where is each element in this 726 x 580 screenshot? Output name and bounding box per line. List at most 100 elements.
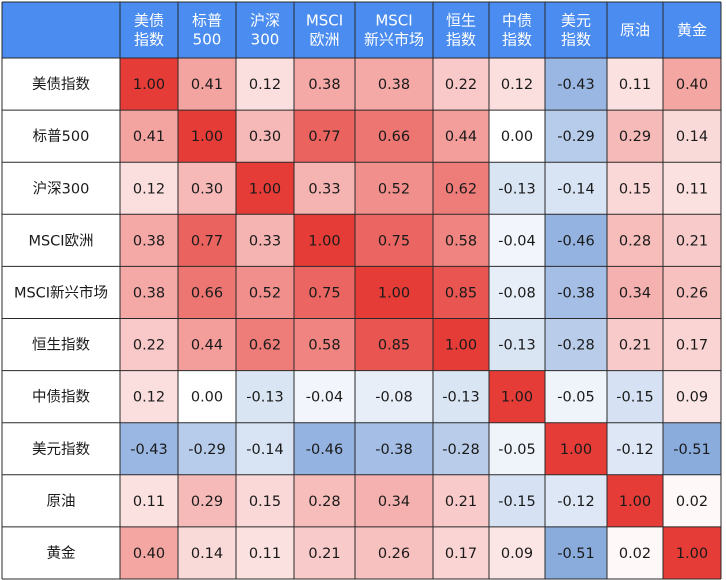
row-header-label: 中债指数 <box>32 389 90 406</box>
cell-value-label: 1.00 <box>619 494 651 510</box>
cell-value-label: 0.75 <box>378 233 410 249</box>
heatmap-cell <box>663 58 721 111</box>
cell-value-label: 0.34 <box>619 285 651 301</box>
heatmap-cell <box>355 266 433 319</box>
heatmap-cell <box>607 214 663 267</box>
cell-value-label: -0.13 <box>498 181 536 197</box>
cell-value-label: 0.02 <box>619 546 651 562</box>
heatmap-cell <box>355 110 433 163</box>
heatmap-cell <box>433 266 489 319</box>
cell-value-label: 0.52 <box>249 285 281 301</box>
column-header-label: 原油 <box>620 21 650 39</box>
cell-value-label: 0.52 <box>378 181 410 197</box>
cell-value-label: -0.12 <box>557 494 595 510</box>
heatmap-cell <box>433 110 489 163</box>
cell-value-label: 0.22 <box>133 338 165 354</box>
heatmap-cell <box>663 474 721 527</box>
row-header-bg <box>2 214 120 267</box>
heatmap-cell <box>489 370 545 423</box>
cell-value-label: -0.15 <box>616 390 654 406</box>
column-header-line: 黄金 <box>677 21 707 39</box>
heatmap-cell <box>236 110 294 163</box>
cell-value-label: 0.09 <box>676 390 708 406</box>
heatmap-cell <box>433 162 489 215</box>
column-header-line: 500 <box>193 31 222 49</box>
heatmap-cell <box>663 110 721 163</box>
cell-value-label: -0.08 <box>375 390 413 406</box>
heatmap-cell <box>120 58 178 111</box>
column-header-bg <box>178 2 236 58</box>
column-header-label: MSCI 新兴市场 <box>364 12 424 49</box>
cell-value-label: 0.41 <box>133 129 165 145</box>
column-header-line: 指数 <box>446 31 476 49</box>
column-header-label: 美元指数 <box>561 12 591 49</box>
heatmap-cell <box>355 526 433 579</box>
heatmap-cell <box>236 214 294 267</box>
column-header-line: 中债 <box>502 12 532 30</box>
row-header-bg <box>2 162 120 215</box>
heatmap-cell <box>489 58 545 111</box>
cell-value-label: -0.14 <box>557 181 595 197</box>
heatmap-cell <box>236 474 294 527</box>
heatmap-cell <box>545 266 607 319</box>
heatmap-cell <box>355 422 433 475</box>
heatmap-cell <box>294 214 355 267</box>
heatmap-cell <box>236 266 294 319</box>
cell-value-label: 0.28 <box>308 494 340 510</box>
heatmap-cell <box>489 110 545 163</box>
heatmap-cell <box>355 474 433 527</box>
cell-value-label: 0.66 <box>378 129 410 145</box>
cell-value-label: 0.34 <box>378 494 410 510</box>
cell-value-label: 0.17 <box>676 338 708 354</box>
column-header-line: 恒生 <box>446 12 476 30</box>
heatmap-cell <box>489 474 545 527</box>
heatmap-cell <box>607 474 663 527</box>
row-header-label: MSCI新兴市场 <box>14 284 108 301</box>
heatmap-cell <box>607 162 663 215</box>
cell-value-label: 0.62 <box>445 181 477 197</box>
cell-value-label: 1.00 <box>133 77 165 93</box>
cell-value-label: 1.00 <box>249 181 281 197</box>
cell-value-label: 0.40 <box>676 77 708 93</box>
cell-value-label: 0.38 <box>133 233 165 249</box>
cell-value-label: -0.29 <box>188 442 226 458</box>
column-header-line: 300 <box>251 31 280 49</box>
cell-value-label: 0.58 <box>445 233 477 249</box>
cell-value-label: 1.00 <box>676 546 708 562</box>
cell-value-label: 0.30 <box>249 129 281 145</box>
cell-value-label: 0.38 <box>133 285 165 301</box>
column-header-bg <box>545 2 607 58</box>
column-header-bg <box>489 2 545 58</box>
header-corner <box>2 2 120 58</box>
heatmap-cell <box>120 162 178 215</box>
cell-value-label: 0.44 <box>445 129 477 145</box>
heatmap-cell <box>355 162 433 215</box>
heatmap-cell <box>178 110 236 163</box>
cell-value-label: 0.26 <box>676 285 708 301</box>
heatmap-cell <box>294 474 355 527</box>
cell-value-label: 0.30 <box>191 181 223 197</box>
cell-value-label: 0.15 <box>619 181 651 197</box>
column-header-line: 指数 <box>502 31 532 49</box>
heatmap-cell <box>178 474 236 527</box>
cell-value-label: 0.17 <box>445 546 477 562</box>
cell-value-label: 0.02 <box>676 494 708 510</box>
cell-value-label: -0.43 <box>557 77 595 93</box>
cell-value-label: -0.28 <box>557 338 595 354</box>
column-header-line: 沪深 <box>250 12 280 30</box>
cell-value-label: 0.21 <box>676 233 708 249</box>
cell-value-label: 0.44 <box>191 338 223 354</box>
cell-value-label: -0.15 <box>498 494 536 510</box>
heatmap-cell <box>178 422 236 475</box>
cell-value-label: 0.21 <box>619 338 651 354</box>
cell-value-label: 0.11 <box>249 546 281 562</box>
row-header-bg <box>2 110 120 163</box>
heatmap-cell <box>433 370 489 423</box>
column-header-bg <box>355 2 433 58</box>
heatmap-cell <box>178 58 236 111</box>
heatmap-cell <box>433 422 489 475</box>
heatmap-cell <box>120 370 178 423</box>
cell-value-label: -0.13 <box>442 390 480 406</box>
